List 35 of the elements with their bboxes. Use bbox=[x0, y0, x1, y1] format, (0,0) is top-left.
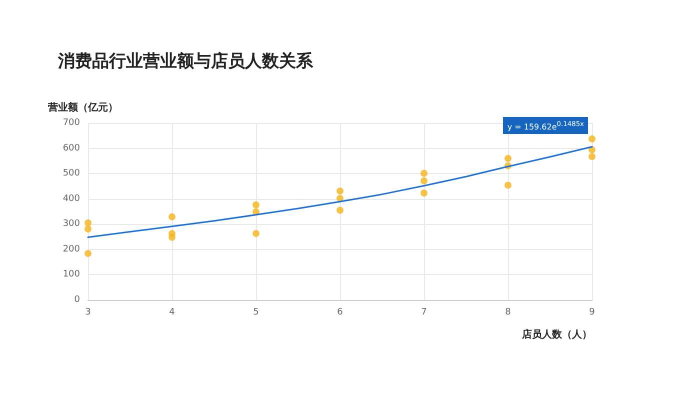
point bbox=[168, 213, 176, 220]
y-tick-label: 300 bbox=[62, 219, 80, 230]
x-tick-label: 3 bbox=[85, 308, 91, 318]
point bbox=[420, 170, 428, 177]
x-tick-label: 4 bbox=[169, 308, 176, 318]
x-tick-label: 5 bbox=[253, 308, 259, 318]
chart-title: 消费品行业营业额与店员人数关系 bbox=[57, 52, 314, 72]
point bbox=[84, 250, 92, 257]
point bbox=[336, 206, 344, 214]
point bbox=[336, 188, 344, 195]
y-tick-label: 400 bbox=[62, 194, 80, 204]
point bbox=[168, 234, 176, 241]
y-tick-label: 600 bbox=[62, 143, 80, 154]
y-tick-label: 700 bbox=[62, 118, 80, 128]
point bbox=[420, 177, 428, 184]
x-tick-label: 8 bbox=[505, 308, 512, 318]
point bbox=[504, 182, 512, 189]
y-tick-label: 500 bbox=[62, 168, 80, 179]
point bbox=[588, 135, 596, 142]
point bbox=[84, 219, 92, 226]
point bbox=[84, 225, 92, 232]
annotation: y = 159.62e$^{0.1485x}$ bbox=[503, 116, 588, 134]
x-tick-label: 6 bbox=[337, 308, 344, 318]
y-tick-label: 0 bbox=[74, 295, 80, 305]
y-tick-label: 200 bbox=[62, 244, 80, 254]
x-tick-label: 9 bbox=[589, 308, 596, 318]
x-tick-label: 7 bbox=[421, 308, 427, 318]
y-tick-label: 100 bbox=[62, 270, 80, 280]
point bbox=[588, 153, 596, 160]
point bbox=[420, 190, 428, 197]
x-axis-title: 店员人数（人） bbox=[521, 328, 592, 340]
point bbox=[504, 154, 512, 162]
point bbox=[252, 230, 260, 237]
point bbox=[252, 201, 260, 208]
y-axis-title: 营业额（亿元） bbox=[47, 102, 118, 114]
